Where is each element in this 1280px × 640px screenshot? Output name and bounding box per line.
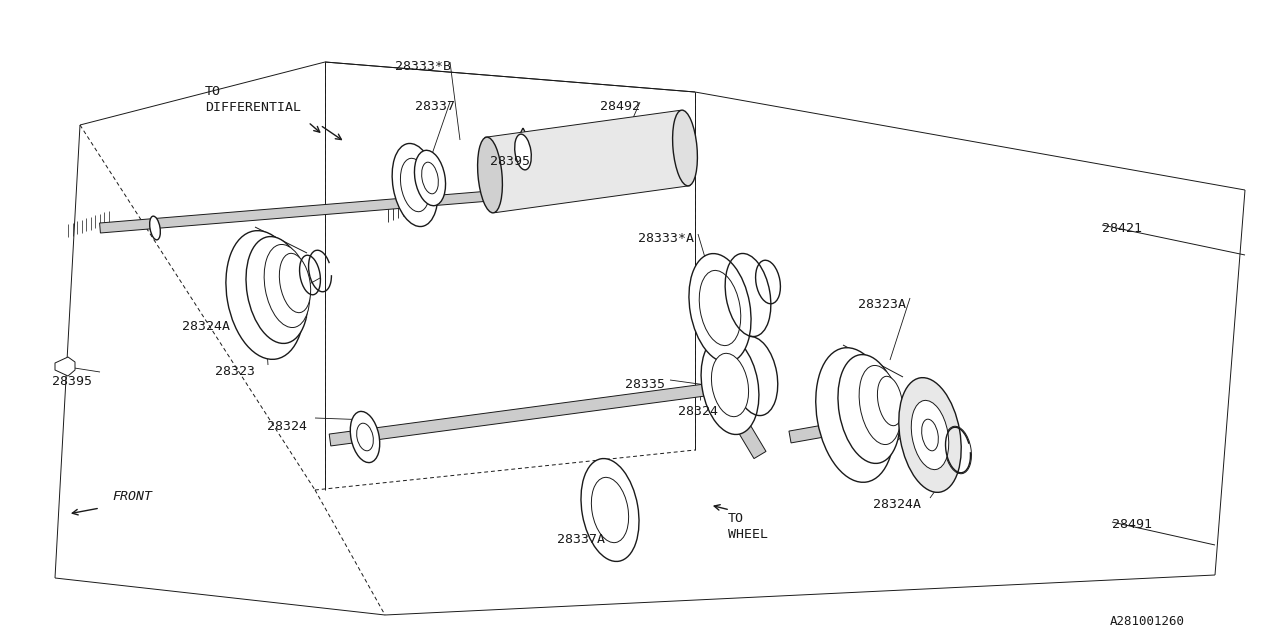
Text: 28323: 28323 bbox=[215, 365, 255, 378]
Ellipse shape bbox=[922, 419, 938, 451]
Text: TO
WHEEL: TO WHEEL bbox=[728, 512, 768, 541]
Polygon shape bbox=[100, 191, 490, 233]
Ellipse shape bbox=[357, 423, 374, 451]
Ellipse shape bbox=[246, 237, 308, 344]
Ellipse shape bbox=[264, 244, 310, 328]
Ellipse shape bbox=[859, 365, 901, 445]
Ellipse shape bbox=[672, 110, 698, 186]
Ellipse shape bbox=[401, 158, 430, 212]
Text: 28335: 28335 bbox=[625, 378, 666, 391]
Ellipse shape bbox=[415, 150, 445, 205]
Text: 28421: 28421 bbox=[1102, 222, 1142, 235]
Ellipse shape bbox=[392, 143, 438, 227]
Text: 28323A: 28323A bbox=[858, 298, 906, 311]
Polygon shape bbox=[788, 404, 943, 443]
Polygon shape bbox=[329, 382, 721, 446]
Text: 28337: 28337 bbox=[415, 100, 454, 113]
Ellipse shape bbox=[877, 376, 902, 426]
Ellipse shape bbox=[421, 162, 438, 194]
Ellipse shape bbox=[351, 412, 380, 463]
Text: FRONT: FRONT bbox=[113, 490, 152, 504]
Ellipse shape bbox=[591, 477, 628, 543]
Text: A281001260: A281001260 bbox=[1110, 615, 1185, 628]
Text: 28491: 28491 bbox=[1112, 518, 1152, 531]
Ellipse shape bbox=[899, 378, 961, 492]
Polygon shape bbox=[55, 357, 76, 376]
Ellipse shape bbox=[911, 401, 948, 470]
Ellipse shape bbox=[581, 458, 639, 561]
Text: 28492: 28492 bbox=[600, 100, 640, 113]
Ellipse shape bbox=[701, 335, 759, 435]
Ellipse shape bbox=[150, 216, 160, 240]
Ellipse shape bbox=[225, 230, 305, 359]
Text: TO
DIFFERENTIAL: TO DIFFERENTIAL bbox=[205, 85, 301, 114]
Text: 28324: 28324 bbox=[268, 420, 307, 433]
Text: 28324A: 28324A bbox=[182, 320, 230, 333]
Ellipse shape bbox=[477, 137, 503, 213]
Text: 28333*A: 28333*A bbox=[637, 232, 694, 245]
Ellipse shape bbox=[515, 134, 531, 170]
Text: 28333*B: 28333*B bbox=[396, 60, 451, 73]
Text: 28324: 28324 bbox=[678, 405, 718, 418]
Ellipse shape bbox=[815, 348, 895, 483]
Ellipse shape bbox=[699, 271, 741, 346]
Text: 28395: 28395 bbox=[52, 375, 92, 388]
Polygon shape bbox=[714, 385, 765, 459]
Ellipse shape bbox=[712, 353, 749, 417]
Text: 28395: 28395 bbox=[490, 155, 530, 168]
Text: 28337A: 28337A bbox=[557, 533, 605, 546]
Polygon shape bbox=[485, 110, 690, 212]
Ellipse shape bbox=[838, 355, 900, 463]
Ellipse shape bbox=[279, 253, 311, 313]
Ellipse shape bbox=[689, 253, 751, 362]
Text: 28324A: 28324A bbox=[873, 498, 922, 511]
